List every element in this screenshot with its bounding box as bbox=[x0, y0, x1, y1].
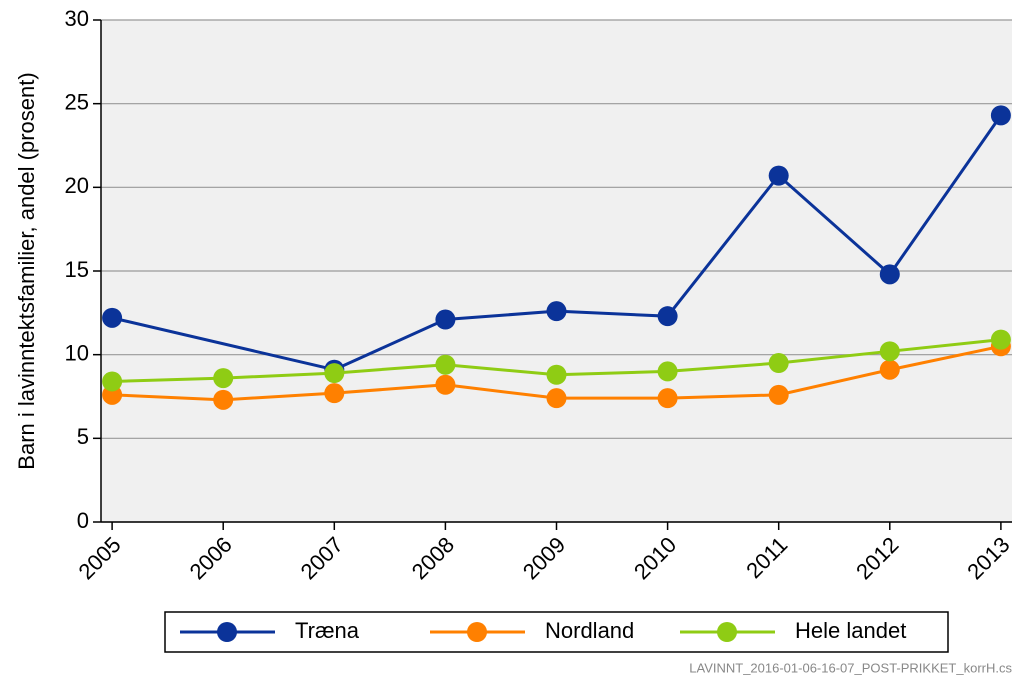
data-point bbox=[324, 383, 345, 404]
x-tick-label: 2006 bbox=[185, 532, 237, 584]
y-tick-label: 15 bbox=[65, 257, 89, 282]
data-point bbox=[546, 388, 567, 409]
x-tick-label: 2005 bbox=[73, 532, 125, 584]
y-tick-label: 0 bbox=[77, 508, 89, 533]
y-tick-label: 10 bbox=[65, 340, 89, 365]
data-point bbox=[213, 389, 234, 410]
legend-label: Træna bbox=[295, 618, 360, 643]
data-point bbox=[879, 341, 900, 362]
legend-label: Nordland bbox=[545, 618, 634, 643]
data-point bbox=[657, 361, 678, 382]
legend-marker bbox=[717, 622, 737, 642]
data-point bbox=[435, 354, 456, 375]
legend-marker bbox=[467, 622, 487, 642]
series-line bbox=[111, 114, 1003, 372]
x-tick-label: 2010 bbox=[629, 532, 681, 584]
data-point bbox=[879, 264, 900, 285]
legend bbox=[164, 611, 949, 653]
footnote: LAVINNT_2016-01-06-16-07_POST-PRIKKET_ko… bbox=[689, 660, 1012, 675]
legend-marker bbox=[217, 622, 237, 642]
data-point bbox=[546, 301, 567, 322]
data-point bbox=[768, 165, 789, 186]
data-point bbox=[102, 307, 123, 328]
y-axis-label: Barn i lavinntektsfamilier, andel (prose… bbox=[14, 72, 39, 469]
data-point bbox=[657, 306, 678, 327]
data-point bbox=[435, 309, 456, 330]
data-point bbox=[657, 388, 678, 409]
y-tick-label: 5 bbox=[77, 424, 89, 449]
x-tick-label: 2012 bbox=[851, 532, 903, 584]
x-tick-label: 2007 bbox=[296, 532, 348, 584]
data-point bbox=[102, 371, 123, 392]
y-tick-label: 25 bbox=[65, 89, 89, 114]
data-point bbox=[435, 374, 456, 395]
data-point bbox=[879, 359, 900, 380]
y-tick-label: 30 bbox=[65, 6, 89, 31]
y-tick-label: 20 bbox=[65, 173, 89, 198]
data-point bbox=[546, 364, 567, 385]
x-tick-label: 2008 bbox=[407, 532, 459, 584]
x-tick-label: 2009 bbox=[518, 532, 570, 584]
data-point bbox=[213, 368, 234, 389]
legend-label: Hele landet bbox=[795, 618, 906, 643]
x-tick-label: 2011 bbox=[741, 532, 792, 583]
data-point bbox=[768, 384, 789, 405]
data-point bbox=[990, 329, 1011, 350]
data-point bbox=[324, 363, 345, 384]
x-tick-label: 2013 bbox=[962, 532, 1012, 584]
data-point bbox=[990, 105, 1011, 126]
data-point bbox=[768, 353, 789, 374]
